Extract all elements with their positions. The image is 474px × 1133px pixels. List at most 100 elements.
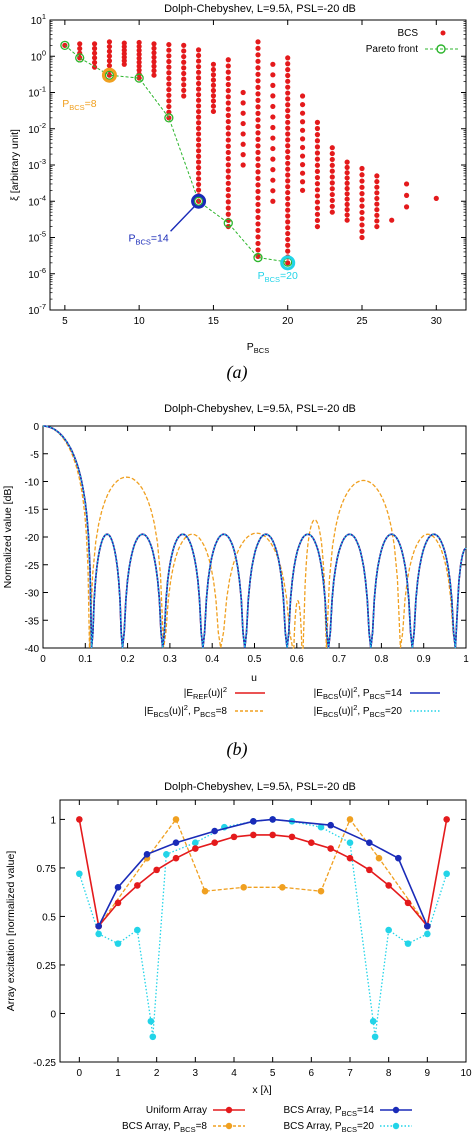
bcs-point — [195, 153, 202, 159]
series-bcs-array-p-bcs-8-point — [346, 816, 354, 823]
panel-b-x-tick-label: 1 — [463, 654, 469, 665]
legend-bcs14-label: |EBCS(u)|2, PBCS=14 — [314, 685, 403, 701]
series--e-bcs-u-2-p-bcs-14 — [42, 425, 467, 649]
bcs-point — [166, 103, 172, 110]
series-bcs-array-p-bcs-8-point — [317, 887, 325, 895]
bcs-point — [403, 204, 410, 210]
series-uniform-array-point — [250, 831, 257, 839]
panel-b-y-tick-label: 0 — [33, 422, 39, 433]
bcs-point — [166, 58, 172, 65]
pareto-point — [134, 73, 144, 83]
panel-a-y-tick-label: 10-4 — [28, 193, 46, 208]
bcs-point — [403, 181, 410, 187]
bcs-point — [225, 125, 231, 131]
series--e-bcs-u-2-p-bcs-8 — [42, 425, 467, 649]
panel-c-legend: Uniform Array BCS Array, PBCS=14 BCS Arr… — [122, 1105, 412, 1133]
bcs-point — [270, 135, 276, 141]
bcs-point — [225, 69, 231, 75]
bcs-point — [314, 119, 321, 125]
bcs-point — [195, 165, 202, 171]
series-bcs-array-p-bcs-14-point — [143, 851, 151, 858]
bcs-point — [344, 201, 350, 207]
series-bcs-array-p-bcs-14-point — [424, 922, 431, 930]
bcs-point — [151, 41, 157, 47]
bcs-point — [285, 137, 291, 143]
bcs-point — [285, 195, 291, 202]
bcs-point — [255, 247, 261, 253]
bcs-point — [314, 138, 321, 144]
panel-c-x-tick-label: 0 — [77, 1068, 83, 1079]
series-bcs-array-p-bcs-14-point — [327, 821, 334, 829]
panel-c-x-axis-label: x [λ] — [252, 1084, 271, 1096]
bcs-point — [91, 50, 98, 56]
panel-b-x-tick-label: 0.6 — [290, 654, 304, 665]
bcs-point — [195, 108, 202, 115]
bcs-point — [314, 193, 321, 199]
panel-b-title: Dolph-Chebyshev, L=9.5λ, PSL=-20 dB — [164, 403, 356, 415]
bcs-point — [285, 184, 291, 190]
bcs-point — [359, 184, 365, 190]
bcs-point — [299, 144, 306, 151]
bcs-point — [151, 45, 157, 51]
panel-c: Dolph-Chebyshev, L=9.5λ, PSL=-20 dB 1 0.7… — [5, 781, 472, 1133]
bcs-point — [433, 195, 439, 201]
series-uniform-array-line — [78, 819, 448, 928]
bcs-point — [225, 149, 231, 156]
bcs-point — [195, 103, 202, 109]
series-bcs-array-p-bcs-20-point — [192, 839, 199, 846]
bcs-point — [270, 167, 276, 173]
bcs-point — [299, 136, 306, 142]
bcs-point — [255, 240, 261, 247]
bcs-point — [285, 143, 291, 149]
panel-b: Dolph-Chebyshev, L=9.5λ, PSL=-20 dB 0 -5 -… — [2, 403, 469, 760]
series-uniform-array-point — [114, 899, 122, 907]
bcs-point — [314, 156, 321, 162]
legend-eref-label: |EREF(u)|2 — [184, 685, 227, 701]
bcs-point — [195, 136, 202, 143]
bcs-point — [181, 42, 187, 48]
panel-b-x-tick-label: 0.1 — [78, 654, 92, 665]
bcs-point — [285, 201, 291, 207]
bcs-point — [255, 169, 261, 175]
bcs-point — [374, 178, 380, 185]
bcs-point — [77, 41, 83, 47]
bcs-point — [329, 156, 335, 163]
bcs-point — [374, 184, 380, 190]
bcs-point — [195, 125, 202, 131]
pareto-point — [60, 40, 70, 50]
series-uniform-array-point — [269, 831, 276, 839]
bcs-point — [314, 223, 321, 230]
bcs-point — [255, 156, 261, 162]
bcs-point — [329, 150, 335, 157]
bcs-point — [181, 53, 187, 60]
pareto-point — [104, 70, 115, 80]
bcs-point — [374, 223, 380, 230]
panel-b-curves — [42, 425, 467, 649]
bcs-point — [344, 207, 350, 213]
bcs-point — [106, 63, 113, 69]
bcs-point — [329, 209, 335, 215]
bcs-point — [255, 104, 261, 110]
series-bcs-array-p-bcs-14-point — [366, 839, 373, 846]
series-bcs-array-p-bcs-20-point — [369, 1017, 377, 1025]
bcs-point — [255, 182, 261, 188]
panel-c-x-tick-label: 5 — [270, 1068, 276, 1079]
bcs-point — [151, 59, 157, 65]
series-uniform-array-point — [288, 833, 296, 841]
bcs-point — [91, 41, 98, 47]
series-uniform-array-point — [385, 882, 392, 889]
panel-b-y-tick-label: -35 — [25, 616, 40, 627]
bcs-point — [344, 159, 350, 165]
bcs-point — [106, 48, 113, 54]
bcs-point — [136, 47, 142, 53]
pareto-point — [253, 252, 263, 263]
bcs-point — [106, 39, 113, 45]
series-bcs-array-p-bcs-14-point — [211, 827, 218, 835]
panel-c-x-tick-label: 6 — [309, 1068, 315, 1079]
bcs-point — [374, 173, 380, 179]
panel-c-y-tick-label: 0 — [50, 1009, 56, 1020]
legend-bcs-marker — [440, 30, 446, 36]
panel-a-y-tick-label: 10-6 — [28, 266, 46, 281]
bcs-point — [359, 165, 365, 172]
panel-c-y-tick-label: 0.5 — [42, 912, 56, 923]
